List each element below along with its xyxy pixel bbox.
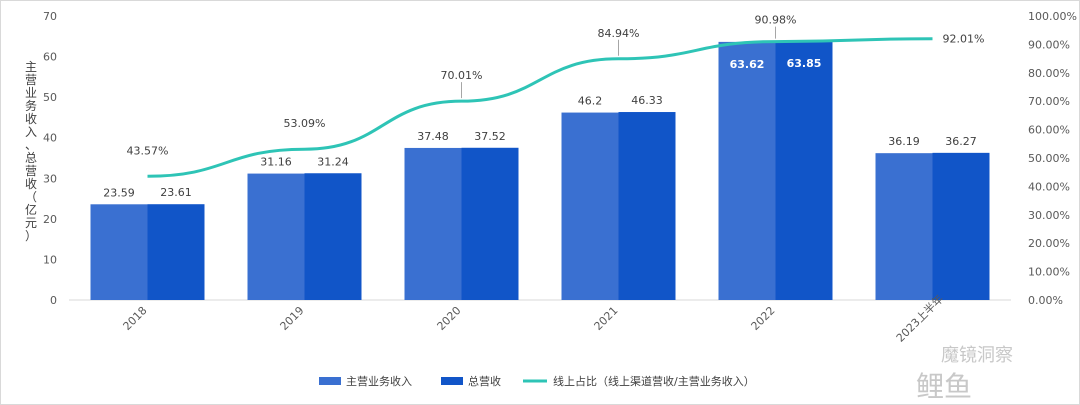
bar-total-revenue [775,40,833,301]
bar-data-label: 36.19 [888,135,920,148]
legend-swatch [441,377,463,385]
line-data-label: 43.57% [127,144,169,157]
bar-data-label: 37.48 [417,130,449,143]
y-tick-label: 0 [50,294,57,307]
bar-total-revenue [618,112,676,301]
bar-data-label: 63.85 [787,57,822,70]
line-data-label: 90.98% [755,14,797,27]
bar-main-revenue [875,153,933,300]
bar-data-label: 31.16 [260,156,292,169]
x-tick-label: 2018 [121,304,150,333]
line-data-label: 53.09% [284,117,326,130]
y2-tick-label: 0.00% [1028,294,1063,307]
bar-main-revenue [404,147,462,300]
x-tick-label: 2019 [278,304,307,333]
bar-data-label: 36.27 [945,135,977,148]
y-tick-label: 70 [43,10,57,23]
watermark-text: 魔镜洞察 [941,345,1013,366]
bar-total-revenue [304,173,362,300]
bar-total-revenue [147,204,205,300]
x-tick-label: 2020 [435,304,464,333]
y2-tick-label: 50.00% [1028,152,1070,165]
legend-label: 线上占比（线上渠道营收/主营业务收入） [553,374,755,388]
legend-label: 主营业务收入 [346,374,412,388]
line-data-label: 70.01% [441,69,483,82]
bar-data-label: 23.59 [103,186,135,199]
y2-tick-label: 30.00% [1028,209,1070,222]
bar-total-revenue [461,147,519,300]
bar-total-revenue [932,152,990,300]
y-tick-label: 40 [43,132,57,145]
bar-data-label: 63.62 [730,58,765,71]
bar-main-revenue [90,204,148,300]
bar-main-revenue [718,41,776,300]
line-data-label: 92.01% [943,33,985,46]
y-tick-label: 30 [43,172,57,185]
bar-data-label: 31.24 [317,155,349,168]
legend-label: 总营收 [468,374,501,388]
y2-tick-label: 100.00% [1028,10,1077,23]
y2-tick-label: 70.00% [1028,95,1070,108]
x-tick-label: 2022 [749,304,778,333]
y-axis-title: 主营业务收入、总营收（亿元） [25,60,37,243]
bar-main-revenue [561,112,619,300]
y2-tick-label: 80.00% [1028,67,1070,80]
y-tick-label: 20 [43,213,57,226]
line-data-label: 84.94% [598,27,640,40]
y-tick-label: 10 [43,253,57,266]
y2-tick-label: 40.00% [1028,180,1070,193]
y2-tick-label: 20.00% [1028,237,1070,250]
y-tick-label: 60 [43,51,57,64]
x-tick-label: 2021 [592,304,621,333]
watermark-logo: 鲤鱼 [916,370,972,403]
y2-tick-label: 10.00% [1028,266,1070,279]
bar-data-label: 46.2 [578,95,603,108]
bar-data-label: 23.61 [160,186,192,199]
bar-main-revenue [247,173,305,300]
line-online-share [147,37,933,178]
y2-tick-label: 90.00% [1028,38,1070,51]
bar-data-label: 37.52 [474,130,506,143]
bar-data-label: 46.33 [631,94,663,107]
y2-tick-label: 60.00% [1028,124,1070,137]
legend-swatch [319,377,341,385]
y-tick-label: 50 [43,91,57,104]
